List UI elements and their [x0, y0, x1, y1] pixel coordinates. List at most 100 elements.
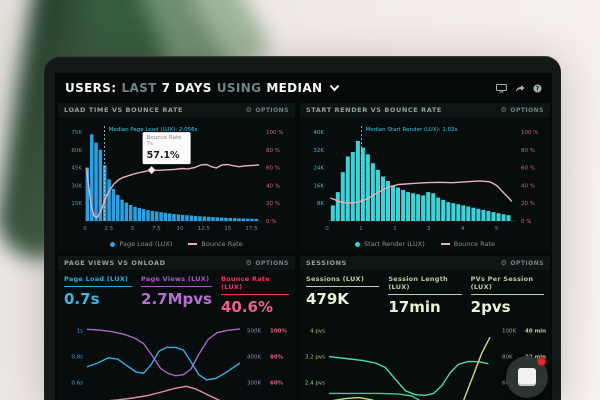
options-button[interactable]: ⚙ OPTIONS [245, 105, 289, 114]
svg-text:1: 1 [359, 226, 363, 232]
metric-value: 0.7s [64, 290, 100, 308]
svg-text:10: 10 [177, 226, 184, 232]
svg-text:75K: 75K [71, 130, 82, 136]
gear-icon: ⚙ [245, 105, 253, 114]
svg-text:60 %: 60 % [521, 166, 535, 172]
load-time-chart[interactable]: 75K 60K 45K 30K 15K 100 % 80 % 60 % 40 % 20 % 0 % 0… [61, 119, 292, 233]
svg-text:8K: 8K [317, 201, 324, 207]
svg-text:80 %: 80 % [266, 148, 280, 154]
metric-value: 479K [306, 290, 349, 308]
svg-text:20 %: 20 % [521, 201, 535, 207]
svg-text:0.6s: 0.6s [71, 380, 83, 386]
svg-text:4 pvs: 4 pvs [310, 329, 325, 335]
svg-text:2.4 pvs: 2.4 pvs [305, 380, 325, 386]
panel-title: SESSIONS [306, 259, 347, 267]
header-last-label: LAST [121, 81, 157, 95]
svg-text:3.2 pvs: 3.2 pvs [305, 355, 325, 361]
metric-value: 40.6% [220, 298, 274, 316]
svg-text:20 %: 20 % [266, 201, 280, 207]
panel-start-render: START RENDER VS BOUNCE RATE ⚙ OPTIONS 40… [300, 103, 550, 251]
svg-text:80 %: 80 % [521, 148, 535, 154]
help-icon[interactable]: ? [533, 84, 542, 93]
svg-text:15: 15 [224, 226, 231, 232]
legend-dot-icon [355, 241, 361, 247]
svg-text:5: 5 [495, 226, 499, 232]
metric-strip: Sessions (LUX) 479K Session Length (LUX)… [300, 270, 550, 316]
svg-text:57.1%: 57.1% [147, 150, 180, 161]
legend-dot-icon [110, 241, 116, 247]
laptop-bezel: USERS: LAST 7 DAYS USING MEDIAN [44, 56, 561, 400]
chart-legend: Start Render (LUX) Bounce Rate [300, 237, 550, 251]
start-render-chart[interactable]: 40K 32K 24K 16K 8K 100 % 80 % 60 % 40 % 20 % 0 % 0 1… [303, 119, 547, 233]
legend-line-icon [188, 243, 198, 245]
panel-title: START RENDER VS BOUNCE RATE [306, 106, 442, 114]
svg-text:60%: 60% [270, 380, 284, 386]
metric-value: 17min [388, 298, 441, 316]
svg-text:24K: 24K [313, 166, 324, 172]
svg-text:Median Page Load (LUX): 2.056s: Median Page Load (LUX): 2.056s [109, 127, 198, 133]
chevron-down-icon [329, 84, 340, 92]
svg-text:45K: 45K [71, 166, 82, 172]
svg-text:80%: 80% [270, 355, 284, 361]
svg-text:Bounce Rate: Bounce Rate [147, 135, 182, 141]
options-button[interactable]: ⚙ OPTIONS [500, 258, 544, 267]
svg-text:80K: 80K [502, 355, 513, 361]
filter-dropdown[interactable]: USERS: LAST 7 DAYS USING MEDIAN [65, 81, 340, 95]
svg-text:100%: 100% [270, 329, 287, 335]
svg-text:16K: 16K [313, 183, 324, 189]
svg-text:4: 4 [461, 226, 465, 232]
panel-load-time: LOAD TIME VS BOUNCE RATE ⚙ OPTIONS 75K 60… [58, 103, 295, 251]
svg-text:0 %: 0 % [266, 219, 276, 225]
svg-text:Median Start Render (LUX): 1.0: Median Start Render (LUX): 1.02s [366, 127, 458, 133]
svg-text:100 %: 100 % [521, 130, 538, 136]
metric-page-views: Page Views (LUX) 2.7Mpvs [141, 275, 212, 308]
svg-text:12.5: 12.5 [198, 226, 211, 232]
svg-text:60 %: 60 % [266, 166, 280, 172]
svg-text:2.5: 2.5 [104, 226, 113, 232]
gear-icon: ⚙ [500, 105, 508, 114]
svg-text:?: ? [536, 85, 540, 92]
svg-text:40 min: 40 min [525, 329, 546, 335]
dashboard-screen: USERS: LAST 7 DAYS USING MEDIAN [55, 73, 552, 400]
page-views-chart[interactable]: 1s500K100%0.8s400K80%0.6s300K60%0.4s200K… [61, 318, 292, 400]
svg-text:500K: 500K [247, 329, 261, 335]
options-button[interactable]: ⚙ OPTIONS [245, 258, 289, 267]
metric-value: 2pvs [470, 298, 511, 316]
notification-fab[interactable] [506, 356, 548, 398]
svg-text:0: 0 [83, 226, 87, 232]
svg-text:5: 5 [131, 226, 135, 232]
options-button[interactable]: ⚙ OPTIONS [500, 105, 544, 114]
metric-strip: Page Load (LUX) 0.7s Page Views (LUX) 2.… [58, 270, 295, 316]
svg-text:2: 2 [393, 226, 397, 232]
header-using-label: USING [216, 81, 262, 95]
svg-text:32K: 32K [313, 148, 324, 154]
svg-text:0.8s: 0.8s [71, 355, 83, 361]
svg-text:7s: 7s [147, 141, 153, 147]
panel-page-views: PAGE VIEWS VS ONLOAD ⚙ OPTIONS Page Load… [58, 256, 295, 400]
legend-line-icon [440, 243, 450, 245]
svg-text:3: 3 [427, 226, 431, 232]
header-users-label: USERS: [65, 81, 117, 95]
svg-text:40K: 40K [313, 130, 324, 136]
svg-text:100K: 100K [502, 329, 516, 335]
svg-text:0 %: 0 % [521, 219, 531, 225]
svg-text:30K: 30K [71, 183, 82, 189]
display-icon[interactable] [496, 83, 507, 93]
metric-value: 2.7Mpvs [141, 290, 212, 308]
svg-text:400K: 400K [247, 355, 261, 361]
chart-legend: Page Load (LUX) Bounce Rate [58, 237, 295, 251]
metric-pvs-per-session: PVs Per Session (LUX) 2pvs [470, 273, 544, 316]
share-icon[interactable] [515, 84, 525, 93]
svg-text:7.5: 7.5 [152, 226, 161, 232]
gear-icon: ⚙ [245, 258, 253, 267]
svg-text:0: 0 [325, 226, 329, 232]
panel-grid: LOAD TIME VS BOUNCE RATE ⚙ OPTIONS 75K 60… [58, 103, 550, 400]
notification-badge [537, 357, 546, 366]
gear-icon: ⚙ [500, 258, 508, 267]
metric-bounce-rate: Bounce Rate (LUX) 40.6% [220, 273, 289, 316]
svg-text:1s: 1s [77, 329, 83, 335]
metric-session-length: Session Length (LUX) 17min [388, 273, 462, 316]
dashboard-header: USERS: LAST 7 DAYS USING MEDIAN [55, 73, 552, 103]
svg-text:60K: 60K [71, 148, 82, 154]
